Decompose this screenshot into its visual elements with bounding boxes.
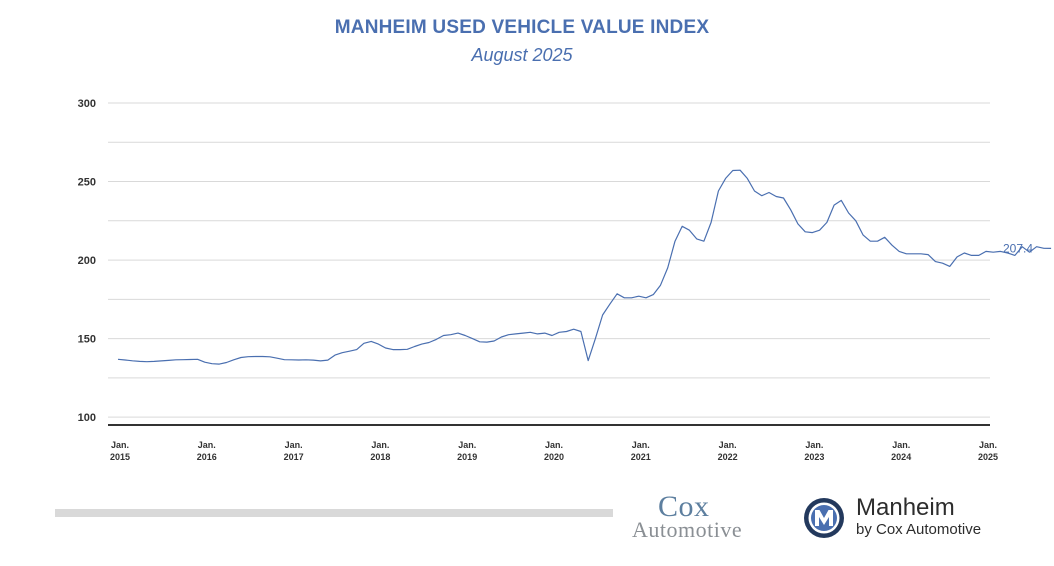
x-tick-label: Jan. (545, 440, 563, 450)
manheim-tagline: by Cox Automotive (856, 521, 982, 538)
x-tick-label: 2020 (544, 452, 564, 462)
y-tick-label: 100 (78, 412, 96, 424)
cox-automotive-logo: Cox Automotive (632, 490, 787, 542)
x-tick-label: Jan. (371, 440, 389, 450)
manheim-logo: Manheim by Cox Automotive (800, 494, 1000, 542)
x-tick-label: Jan. (111, 440, 129, 450)
y-tick-label: 200 (78, 255, 96, 267)
x-tick-label: Jan. (892, 440, 910, 450)
x-tick-label: Jan. (979, 440, 997, 450)
x-tick-label: Jan. (198, 440, 216, 450)
x-tick-label: Jan. (285, 440, 303, 450)
x-tick-label: 2015 (110, 452, 130, 462)
last-value-label: 207.4 (1003, 241, 1033, 255)
x-tick-label: Jan. (632, 440, 650, 450)
x-tick-label: Jan. (719, 440, 737, 450)
y-tick-label: 250 (78, 177, 96, 189)
footer-divider (55, 509, 613, 517)
x-tick-label: 2017 (284, 452, 304, 462)
x-tick-label: 2021 (631, 452, 651, 462)
manheim-m-icon (804, 498, 844, 538)
x-tick-label: 2023 (804, 452, 824, 462)
y-tick-label: 300 (78, 98, 96, 110)
x-tick-label: 2022 (718, 452, 738, 462)
automotive-logo-wordmark: Automotive (632, 517, 743, 542)
chart-subtitle: August 2025 (471, 45, 573, 65)
x-tick-label: Jan. (458, 440, 476, 450)
x-tick-label: 2025 (978, 452, 998, 462)
x-tick-label: 2016 (197, 452, 217, 462)
cox-logo-wordmark: Cox (658, 490, 710, 523)
x-tick-label: 2024 (891, 452, 911, 462)
y-tick-label: 150 (78, 334, 96, 346)
manheim-wordmark: Manheim (856, 494, 955, 521)
index-series-line (117, 169, 1052, 365)
x-tick-label: 2019 (457, 452, 477, 462)
x-tick-label: 2018 (370, 452, 390, 462)
x-tick-label: Jan. (805, 440, 823, 450)
chart-title: MANHEIM USED VEHICLE VALUE INDEX (334, 17, 710, 38)
